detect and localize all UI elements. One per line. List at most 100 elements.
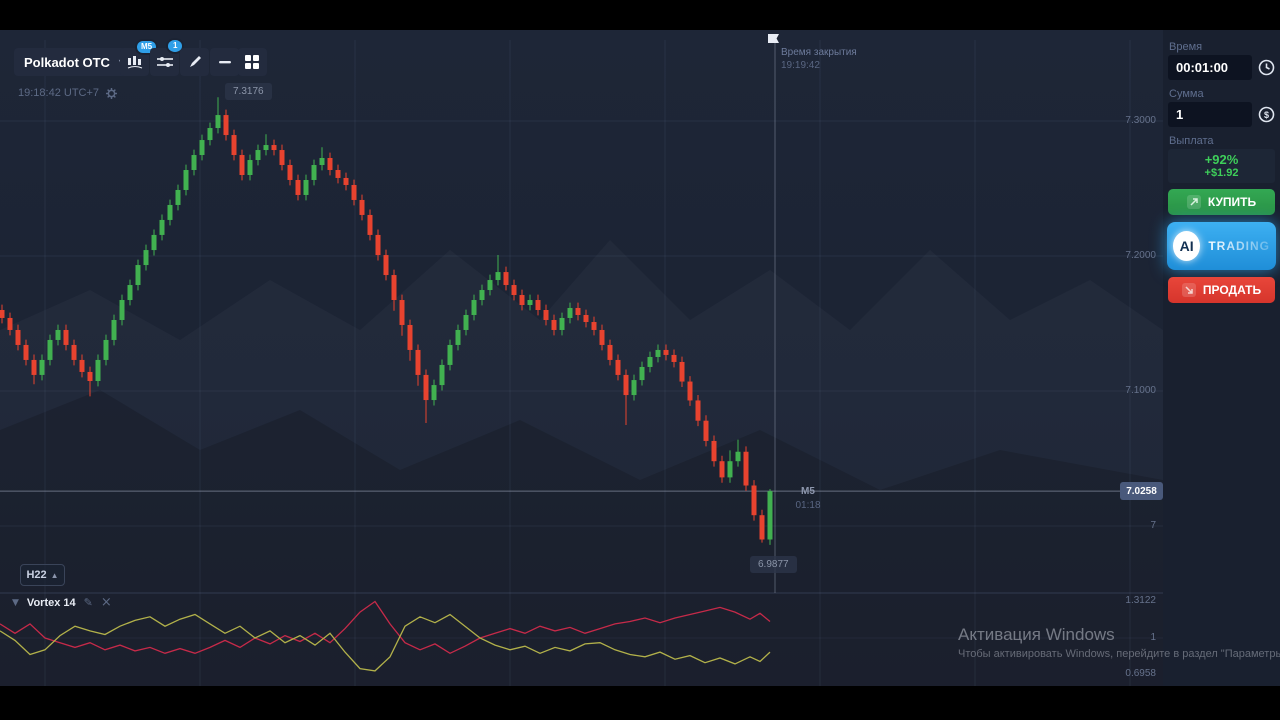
windows-activation-subtitle: Чтобы активировать Windows, перейдите в …: [958, 648, 1280, 660]
candle-body: [359, 199, 365, 215]
candle-body: [591, 322, 597, 330]
candle-body: [391, 275, 397, 301]
payout-box: +92% +$1.92: [1168, 149, 1275, 183]
currency-dollar-icon[interactable]: $: [1258, 106, 1275, 123]
candle-body: [687, 381, 693, 401]
sell-button[interactable]: ПРОДАТЬ: [1168, 277, 1275, 303]
candle-body: [471, 300, 477, 315]
svg-text:$: $: [1264, 110, 1269, 120]
candle-body: [303, 179, 309, 195]
settings-gear-icon[interactable]: [106, 87, 118, 99]
indicators-button[interactable]: 1: [150, 40, 183, 76]
candle-body: [759, 515, 765, 540]
grid-icon: [245, 54, 259, 69]
candle-body: [439, 364, 445, 386]
amount-input[interactable]: 1: [1168, 102, 1252, 127]
candle-body: [431, 385, 437, 401]
candle-body: [71, 344, 77, 360]
candle-body: [535, 300, 541, 310]
candle-body: [511, 285, 517, 296]
indicator-collapse-icon[interactable]: ▼: [12, 597, 19, 608]
candle-body: [111, 319, 117, 340]
pencil-icon: [189, 56, 201, 67]
candle-body: [543, 310, 549, 320]
expiration-time-input[interactable]: 00:01:00: [1168, 55, 1252, 80]
arrow-up-right-icon: [1186, 195, 1201, 209]
candle-body: [47, 339, 53, 360]
candle-body: [383, 255, 389, 276]
candle-body: [103, 339, 109, 360]
time-label: Время: [1169, 41, 1203, 53]
zoom-timeframe-label: H22: [26, 569, 47, 581]
candle-body: [751, 485, 757, 516]
candle-body: [31, 359, 37, 375]
indicator-remove-icon[interactable]: ×: [100, 595, 112, 610]
drawing-tools-button[interactable]: [180, 48, 209, 76]
layout-grid-button[interactable]: [238, 48, 267, 76]
indicator-tick: 1: [1150, 632, 1156, 643]
buy-button[interactable]: КУПИТЬ: [1168, 189, 1275, 215]
candle-body: [271, 145, 277, 151]
candle-body: [239, 155, 245, 175]
expiry-timeframe: M5: [801, 486, 815, 497]
chevron-up-icon: ▲: [50, 570, 59, 580]
candle-body: [39, 359, 45, 375]
candle-body: [695, 400, 701, 421]
candle-body: [199, 140, 205, 156]
ai-logo: AI: [1173, 231, 1201, 261]
ai-trading-button[interactable]: AI TRADING: [1167, 222, 1276, 270]
sell-button-label: ПРОДАТЬ: [1202, 283, 1262, 297]
horizontal-line-tool-button[interactable]: [210, 48, 239, 76]
zoom-timeframe-button[interactable]: H22 ▲: [20, 564, 65, 586]
candle-body: [263, 145, 269, 151]
clock-icon[interactable]: [1258, 59, 1275, 76]
candle-body: [623, 374, 629, 396]
candle-body: [135, 265, 141, 286]
candlestick-chart-icon: [127, 56, 142, 69]
candle-body: [63, 329, 69, 345]
candle-body: [159, 219, 165, 235]
current-price-badge: 7.0258: [1120, 482, 1163, 501]
asset-name: Polkadot OTC: [24, 54, 110, 70]
trade-panel: Время 00:01:00 Сумма 1 $ Выплата +92% +$…: [1163, 30, 1280, 686]
asset-selector[interactable]: Polkadot OTC ▼: [14, 48, 136, 76]
candle-body: [335, 170, 341, 178]
candle-body: [735, 451, 741, 462]
candle-body: [631, 380, 637, 396]
candle-body: [519, 295, 525, 306]
candle-body: [183, 170, 189, 190]
payout-amount: +$1.92: [1204, 167, 1239, 180]
candle-body: [551, 319, 557, 330]
indicators-badge: 1: [168, 40, 183, 52]
chart-type-button[interactable]: M5: [120, 41, 157, 76]
candle-body: [119, 300, 125, 320]
indicator-tick: 1.3122: [1125, 595, 1156, 607]
candle-body: [127, 285, 133, 301]
candle-body: [423, 374, 429, 401]
candle-body: [223, 115, 229, 136]
indicator-edit-pencil-icon[interactable]: ✎: [83, 596, 93, 609]
indicator-name: Vortex 14: [26, 596, 76, 609]
candle-body: [79, 359, 85, 372]
session-low-label: 6.9877: [750, 556, 797, 573]
candle-body: [671, 354, 677, 362]
candle-body: [247, 160, 253, 175]
candle-body: [703, 420, 709, 441]
candle-body: [215, 115, 221, 129]
candle-body: [583, 314, 589, 323]
candle-body: [95, 359, 101, 382]
candle-body: [327, 157, 333, 171]
candle-body: [0, 310, 5, 318]
closing-time-flag-icon: [768, 34, 779, 43]
candle-body: [311, 165, 317, 180]
windows-activation-title: Активация Windows: [958, 625, 1115, 644]
candle-body: [175, 189, 181, 205]
price-tick: 7: [1150, 520, 1156, 531]
price-chart-canvas[interactable]: [0, 30, 1163, 686]
candle-body: [279, 150, 285, 166]
candle-body: [255, 150, 261, 161]
candle-body: [15, 329, 21, 345]
candle-body: [191, 155, 197, 171]
expiry-countdown: 01:18: [795, 500, 821, 511]
candle-body: [567, 307, 573, 318]
